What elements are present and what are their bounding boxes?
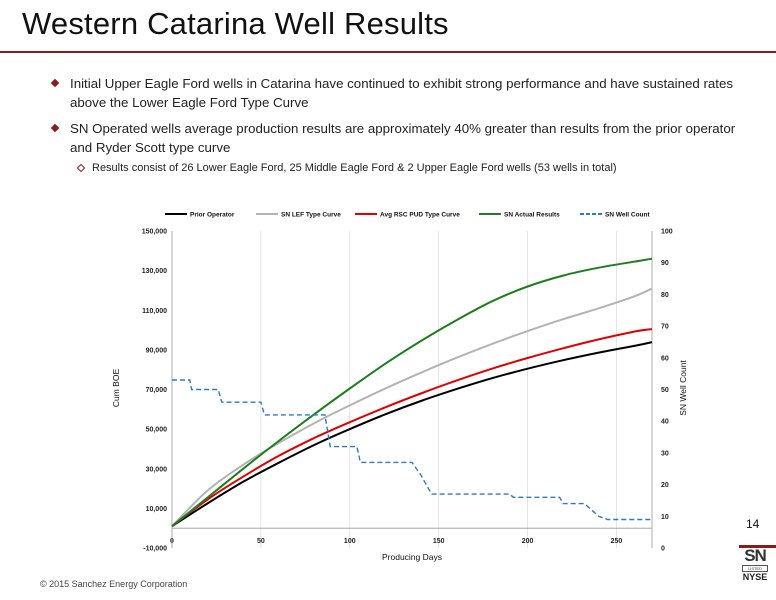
legend-label: SN Well Count [605, 212, 650, 219]
x-tick-label: 200 [522, 538, 534, 545]
x-tick-label: 150 [433, 538, 445, 545]
sub-bullet-text: Results consist of 26 Lower Eagle Ford, … [92, 162, 617, 174]
y-axis-label: Cum BOE [111, 369, 121, 408]
legend-label: SN Actual Results [504, 212, 560, 219]
y-tick-label: 150,000 [142, 229, 167, 236]
series-line-sn-actual-results [171, 257, 653, 527]
series-line-sn-well-count [172, 379, 652, 521]
x-axis-label: Producing Days [382, 552, 442, 562]
sn-nyse-logo: SN LISTED NYSE [738, 546, 772, 582]
logo-listed: LISTED [742, 565, 768, 572]
chart-series [171, 257, 653, 528]
logo-divider [739, 545, 776, 548]
y2-axis-label: SN Well Count [678, 360, 688, 416]
page-title: Western Catarina Well Results [22, 6, 449, 41]
y2-tick-label: 40 [661, 419, 669, 426]
y2-tick-label: 0 [661, 546, 665, 553]
y-tick-label: 110,000 [142, 308, 167, 315]
copyright-footer: © 2015 Sanchez Energy Corporation [40, 579, 188, 589]
bullet-list: Initial Upper Eagle Ford wells in Catari… [50, 74, 750, 176]
y-tick-label: 50,000 [146, 427, 168, 434]
logo-exchange: NYSE [742, 572, 768, 582]
y-tick-label: 130,000 [142, 268, 167, 275]
y2-tick-label: 10 [661, 514, 669, 521]
x-tick-label: 100 [344, 538, 356, 545]
x-tick-label: 50 [257, 538, 265, 545]
y-tick-label: 70,000 [146, 387, 168, 394]
y-tick-label: -10,000 [143, 546, 167, 553]
y2-tick-label: 80 [661, 292, 669, 299]
logo-mark: SN [744, 546, 767, 565]
y2-tick-label: 30 [661, 450, 669, 457]
y-tick-label: 90,000 [146, 347, 168, 354]
x-tick-label: 250 [611, 538, 623, 545]
legend-label: Avg RSC PUD Type Curve [380, 212, 460, 219]
y2-tick-label: 50 [661, 387, 669, 394]
legend-label: SN LEF Type Curve [281, 212, 341, 219]
series-line-prior-operator [171, 341, 653, 528]
y2-tick-label: 90 [661, 260, 669, 267]
y-tick-label: 30,000 [146, 466, 168, 473]
bullet-text: SN Operated wells average production res… [70, 121, 736, 155]
sub-bullet-item: Results consist of 26 Lower Eagle Ford, … [76, 161, 750, 176]
y-tick-label: 10,000 [146, 506, 168, 513]
chart-axes: 0 50 100 150 200 250 -10,000 10,000 30,000 50,000… [142, 229, 673, 553]
series-line-avg-rsc-pud-type-curve [171, 328, 653, 527]
series-line-sn-lef-type-curve [171, 287, 653, 527]
page-number: 14 [746, 517, 760, 531]
bullet-item: Initial Upper Eagle Ford wells in Catari… [50, 74, 750, 112]
y2-tick-label: 60 [661, 355, 669, 362]
bullet-text: Initial Upper Eagle Ford wells in Catari… [70, 76, 734, 110]
y2-tick-label: 100 [661, 229, 673, 236]
title-divider [0, 51, 776, 53]
legend-label: Prior Operator [190, 212, 235, 219]
bullet-item: SN Operated wells average production res… [50, 119, 750, 157]
chart-legend: Prior Operator SN LEF Type Curve Avg RSC P… [165, 212, 650, 219]
y2-tick-label: 70 [661, 324, 669, 331]
y2-tick-label: 20 [661, 482, 669, 489]
